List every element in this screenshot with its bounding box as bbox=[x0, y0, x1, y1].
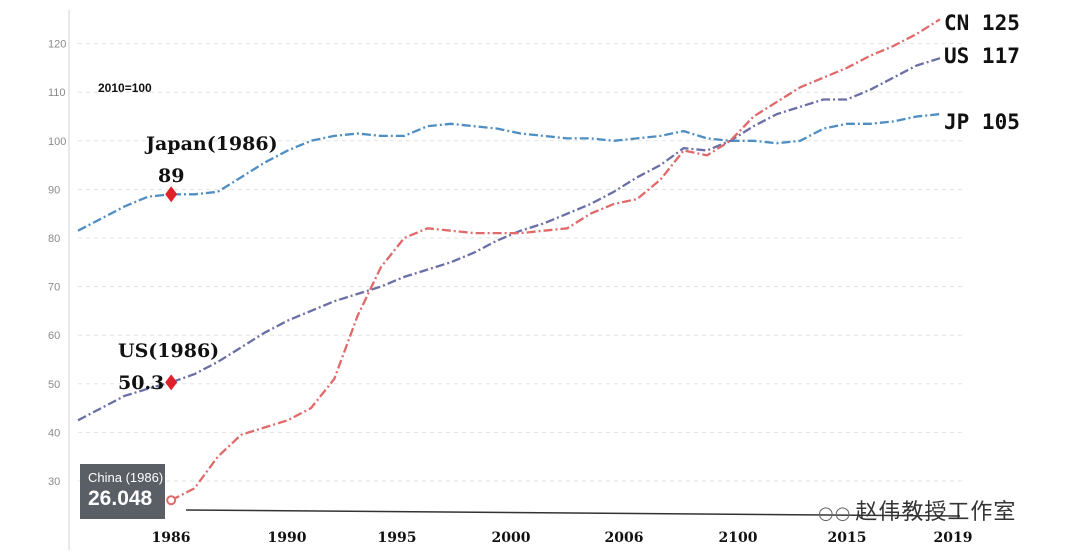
us-1986-label: US(1986) bbox=[118, 340, 219, 362]
series-lines bbox=[77, 18, 941, 502]
y-tick-label: 50 bbox=[48, 379, 60, 391]
series-line-cn bbox=[170, 18, 941, 502]
end-label-cn: CN 125 bbox=[944, 11, 1020, 35]
x-tick-label: 2019 bbox=[934, 530, 973, 546]
tooltip-title: China (1986) bbox=[88, 470, 164, 485]
japan-1986-label: Japan(1986) bbox=[144, 133, 278, 155]
wechat-icon: ○○ bbox=[818, 503, 852, 524]
x-axis-ticks: 1986 1990 1995 2000 2006 2100 2015 2019 bbox=[152, 530, 973, 546]
y-tick-label: 60 bbox=[48, 330, 60, 342]
x-tick-label: 1990 bbox=[268, 530, 307, 546]
series-line-us bbox=[77, 57, 941, 422]
y-tick-label: 110 bbox=[48, 87, 66, 99]
china-1986-tooltip: China (1986) 26.048 bbox=[80, 464, 165, 519]
x-tick-label: 2015 bbox=[828, 530, 867, 546]
marker-us-1986 bbox=[165, 374, 178, 391]
x-tick-label: 2000 bbox=[492, 530, 531, 546]
watermark-text: 赵伟教授工作室 bbox=[855, 500, 1017, 525]
y-axis-ticks: 30 40 50 60 70 80 90 100 110 120 bbox=[48, 39, 66, 488]
annotation-markers bbox=[165, 186, 178, 506]
tooltip-value: 26.048 bbox=[88, 487, 153, 510]
marker-jp-1986 bbox=[165, 186, 178, 203]
y-tick-label: 120 bbox=[48, 39, 66, 51]
us-1986-value: 50.3 bbox=[118, 372, 164, 394]
y-tick-label: 90 bbox=[48, 184, 60, 196]
x-tick-label: 1995 bbox=[378, 530, 417, 546]
y-tick-label: 70 bbox=[48, 282, 60, 294]
japan-1986-value: 89 bbox=[158, 165, 184, 187]
gridlines bbox=[78, 43, 965, 482]
y-tick-label: 30 bbox=[48, 476, 60, 488]
y-tick-label: 100 bbox=[48, 136, 66, 148]
watermark: ○○ 赵伟教授工作室 bbox=[818, 494, 1016, 526]
index-note: 2010=100 bbox=[98, 81, 152, 95]
y-tick-label: 80 bbox=[48, 233, 60, 245]
x-tick-label: 1986 bbox=[152, 530, 191, 546]
marker-cn-1986 bbox=[166, 495, 177, 506]
x-tick-label: 2006 bbox=[605, 530, 644, 546]
end-label-us: US 117 bbox=[944, 44, 1020, 68]
end-label-jp: JP 105 bbox=[944, 110, 1020, 134]
y-tick-label: 40 bbox=[48, 427, 60, 439]
series-line-jp bbox=[77, 112, 941, 232]
x-tick-label: 2100 bbox=[719, 530, 758, 546]
end-labels: CN 125 US 117 JP 105 bbox=[944, 11, 1020, 134]
x-baseline bbox=[185, 509, 961, 517]
